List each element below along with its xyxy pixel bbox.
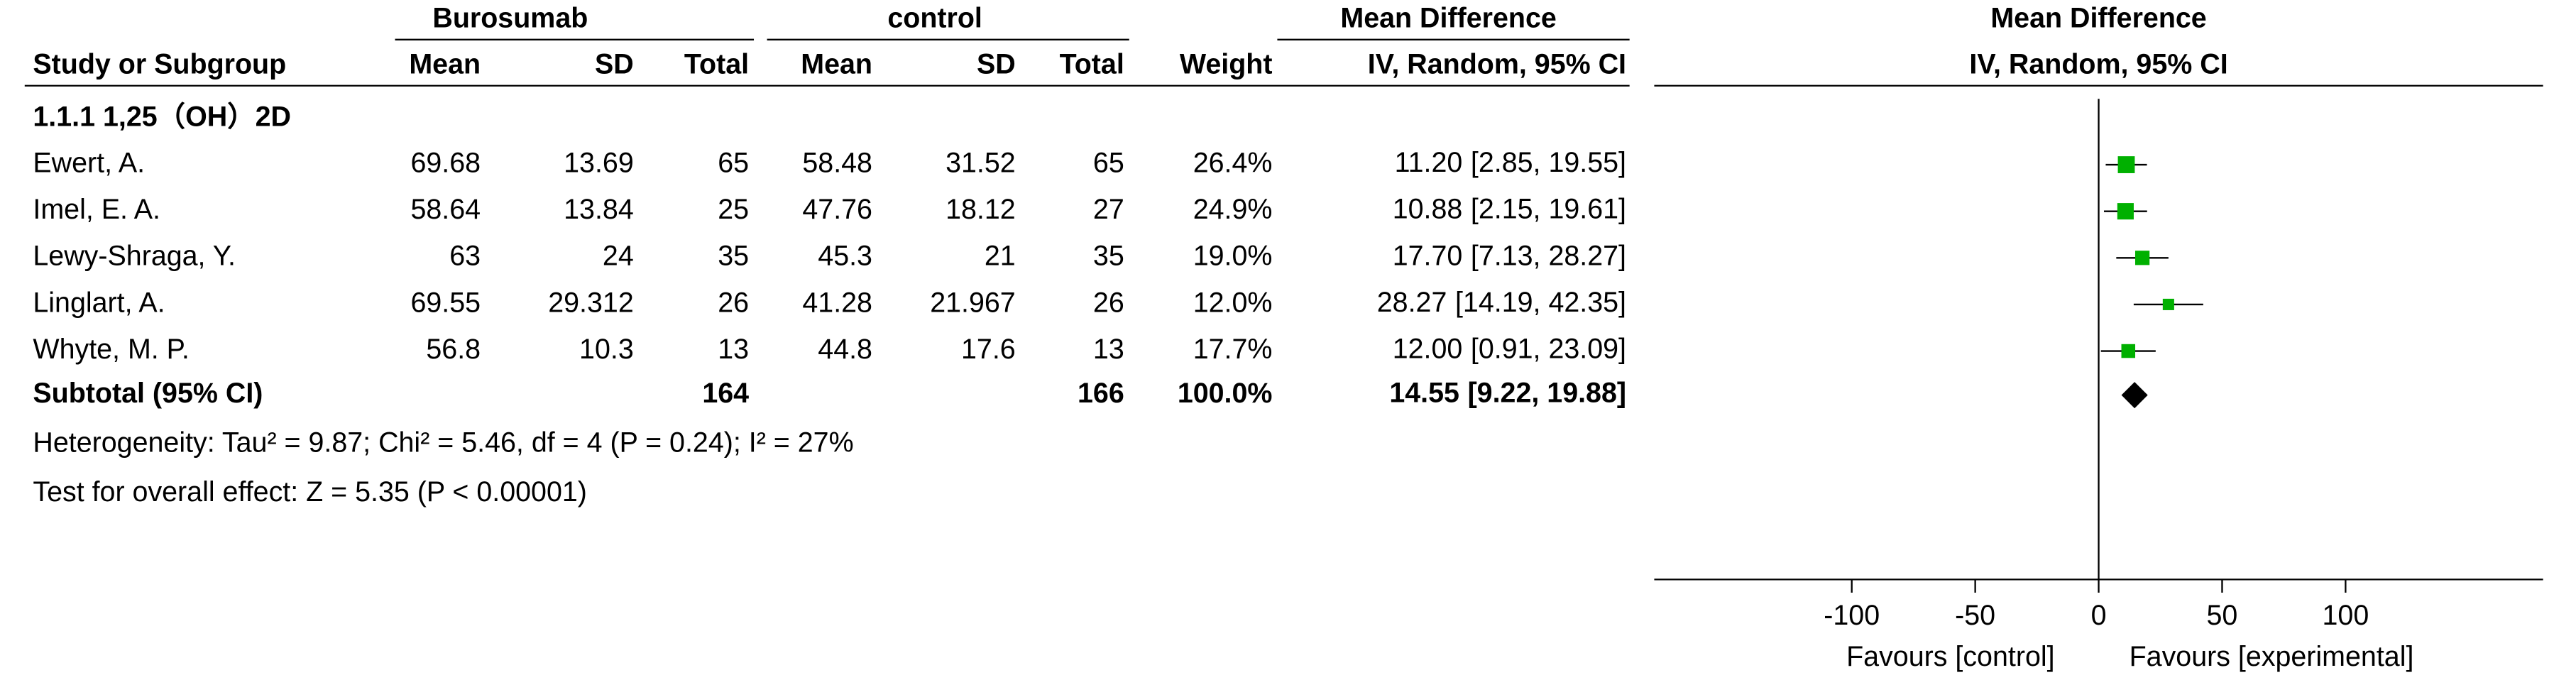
group-header: Mean Difference	[1990, 2, 2206, 33]
cell: 25	[718, 194, 749, 225]
study-square	[2162, 298, 2174, 310]
cell: 27	[1093, 194, 1124, 225]
cell: 56.8	[426, 334, 481, 365]
x-tick-label: -100	[1824, 600, 1880, 631]
confidence-interval: [2.15, 19.61]	[1471, 194, 1626, 225]
cell: 69.68	[410, 147, 481, 178]
cell: 63	[449, 241, 481, 272]
mean-difference: 14.55	[1389, 378, 1459, 409]
column-header: SD	[977, 48, 1016, 79]
column-header: Weight	[1180, 48, 1273, 79]
study-name: Ewert, A.	[33, 147, 145, 178]
study-name: Whyte, M. P.	[33, 334, 189, 365]
cell: 10.3	[579, 334, 634, 365]
x-tick-label: 0	[2091, 600, 2107, 631]
effect-estimate: 28.27 [14.19, 42.35]	[1377, 287, 1626, 318]
cell: 31.52	[946, 147, 1016, 178]
column-header: IV, Random, 95% CI	[1368, 48, 1626, 79]
overall-effect: Test for overall effect: Z = 5.35 (P < 0…	[33, 476, 587, 508]
cell: 65	[1093, 147, 1124, 178]
weight: 19.0%	[1193, 241, 1273, 272]
study-square	[2134, 251, 2150, 265]
x-tick-label: -50	[1955, 600, 1995, 631]
cell: 13.84	[564, 194, 634, 225]
mean-difference: 28.27	[1377, 287, 1447, 318]
favours-label: Favours [experimental]	[2130, 641, 2414, 672]
study-square	[2121, 344, 2136, 358]
cell: 26	[718, 287, 749, 318]
study-name: Linglart, A.	[33, 287, 165, 318]
x-tick-label: 100	[2322, 600, 2369, 631]
cell: 17.6	[961, 334, 1016, 365]
study-name: Subtotal (95% CI)	[33, 378, 263, 409]
cell: 41.28	[802, 287, 872, 318]
cell: 65	[718, 147, 749, 178]
study-name: Imel, E. A.	[33, 194, 160, 225]
x-tick-label: 50	[2207, 600, 2238, 631]
weight: 17.7%	[1193, 334, 1273, 365]
cell: 58.48	[802, 147, 872, 178]
effect-estimate: 10.88 [2.15, 19.61]	[1393, 194, 1626, 225]
study-square	[2117, 203, 2134, 220]
favours-label: Favours [control]	[1846, 641, 2054, 672]
effect-estimate: 12.00 [0.91, 23.09]	[1393, 334, 1626, 365]
cell: 164	[702, 378, 749, 409]
cell: 47.76	[802, 194, 872, 225]
cell: 21	[985, 241, 1016, 272]
effect-estimate: 11.20 [2.85, 19.55]	[1395, 147, 1626, 178]
study-square	[2117, 156, 2135, 173]
cell: 58.64	[410, 194, 481, 225]
cell: 29.312	[548, 287, 634, 318]
column-header: Total	[1060, 48, 1124, 79]
confidence-interval: [0.91, 23.09]	[1471, 334, 1626, 365]
confidence-interval: [7.13, 28.27]	[1471, 241, 1626, 272]
pooled-diamond	[2121, 382, 2148, 409]
column-header: Mean	[409, 48, 481, 79]
mean-difference: 10.88	[1393, 194, 1463, 225]
column-header: Mean	[801, 48, 872, 79]
cell: 45.3	[818, 241, 872, 272]
column-header: SD	[595, 48, 634, 79]
group-header: Burosumab	[432, 2, 588, 33]
cell: 13	[718, 334, 749, 365]
confidence-interval: [14.19, 42.35]	[1455, 287, 1626, 318]
mean-difference: 17.70	[1393, 241, 1463, 272]
subgroup-label: 1.1.1 1,25（OH）2D	[33, 102, 291, 133]
heterogeneity: Heterogeneity: Tau² = 9.87; Chi² = 5.46,…	[33, 427, 853, 459]
weight: 100.0%	[1178, 378, 1273, 409]
cell: 44.8	[818, 334, 872, 365]
cell: 35	[1093, 241, 1124, 272]
cell: 13	[1093, 334, 1124, 365]
study-name: Lewy-Shraga, Y.	[33, 241, 236, 272]
mean-difference: 11.20	[1395, 147, 1463, 178]
column-header: Study or Subgroup	[33, 48, 286, 79]
mean-difference: 12.00	[1393, 334, 1463, 365]
cell: 69.55	[410, 287, 481, 318]
cell: 24	[603, 241, 634, 272]
effect-estimate: 14.55 [9.22, 19.88]	[1389, 378, 1626, 409]
confidence-interval: [9.22, 19.88]	[1468, 378, 1626, 409]
confidence-interval: [2.85, 19.55]	[1471, 147, 1626, 178]
cell: 166	[1078, 378, 1124, 409]
cell: 13.69	[564, 147, 634, 178]
cell: 35	[718, 241, 749, 272]
group-header: control	[887, 2, 982, 33]
weight: 24.9%	[1193, 194, 1273, 225]
weight: 26.4%	[1193, 147, 1273, 178]
column-header: Total	[684, 48, 749, 79]
weight: 12.0%	[1193, 287, 1273, 318]
column-header: IV, Random, 95% CI	[1969, 48, 2227, 79]
group-header: Mean Difference	[1340, 2, 1556, 33]
cell: 18.12	[946, 194, 1016, 225]
effect-estimate: 17.70 [7.13, 28.27]	[1393, 241, 1626, 272]
cell: 26	[1093, 287, 1124, 318]
cell: 21.967	[930, 287, 1016, 318]
